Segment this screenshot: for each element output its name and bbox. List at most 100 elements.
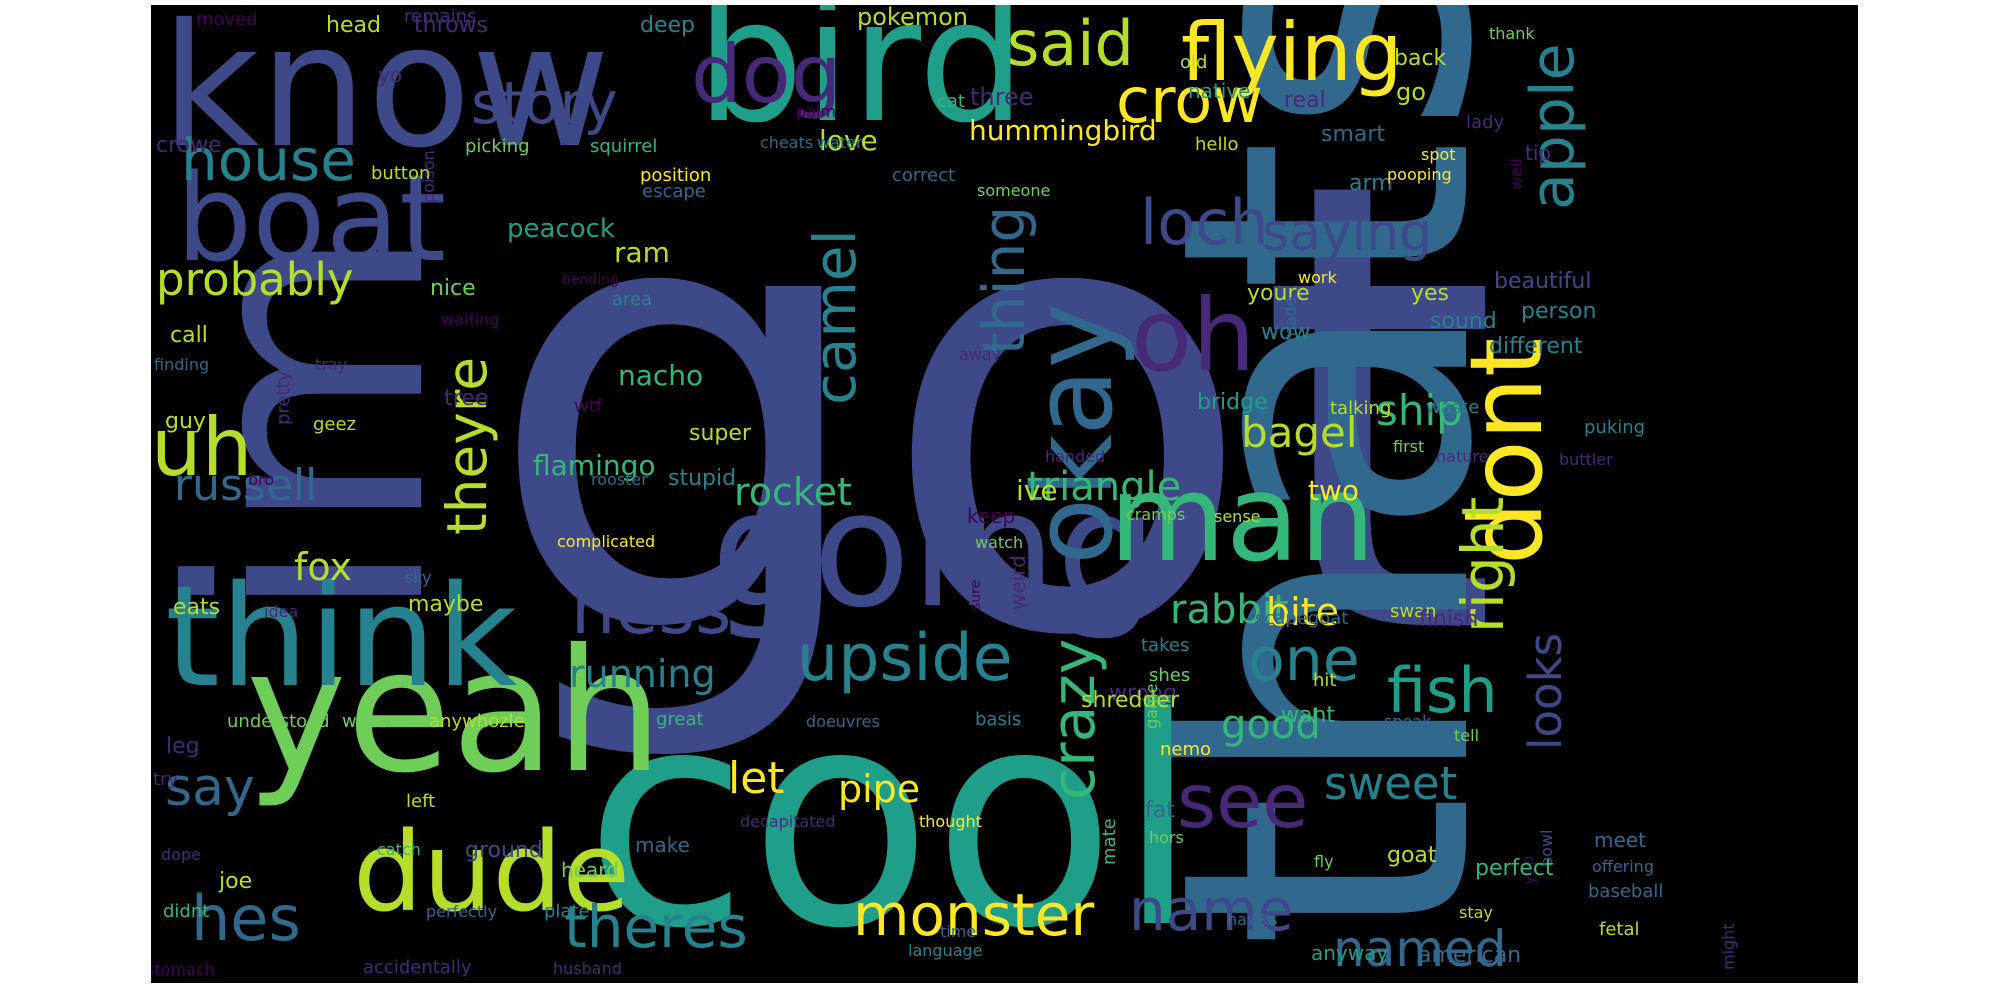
word-nice: nice: [430, 276, 476, 301]
word-bridge: bridge: [1197, 390, 1268, 415]
word-baseball: baseball: [1588, 881, 1663, 902]
word-waste: waste: [1426, 397, 1479, 418]
word-wtf: wtf: [574, 396, 603, 417]
word-moved: moved: [196, 9, 258, 30]
word-joe: joe: [218, 869, 252, 894]
word-mate: mate: [1099, 818, 1120, 865]
word-stuff: stuff: [1411, 336, 1452, 357]
word-yeah: yeah: [246, 613, 663, 811]
word-tell: tell: [1454, 726, 1479, 745]
word-wrong: wrong: [1109, 681, 1177, 706]
word-sweet: sweet: [1324, 757, 1457, 810]
word-heard: heard: [561, 858, 619, 882]
word-american: american: [1418, 943, 1521, 968]
word-one: one: [1248, 625, 1360, 695]
word-remains: remains: [404, 6, 476, 27]
word-eats: eats: [173, 595, 220, 620]
word-wow: wow: [1261, 320, 1310, 345]
word-fly: fly: [1314, 852, 1334, 871]
word-flamingo: flamingo: [533, 449, 656, 482]
word-great: great: [656, 709, 704, 730]
word-youre: youre: [1247, 281, 1310, 306]
word-bowl: bowl: [1537, 830, 1556, 867]
word-waiting: waiting: [441, 310, 499, 329]
word-dog: dog: [691, 28, 842, 121]
word-tree: tree: [444, 386, 488, 411]
word-made: made: [1281, 297, 1300, 342]
word-stupid: stupid: [668, 466, 736, 491]
word-apple: apple: [1518, 43, 1588, 210]
word-uh: uh: [151, 401, 252, 494]
word-area: area: [612, 289, 652, 310]
word-handed: handed: [1045, 447, 1105, 466]
word-language: language: [908, 941, 983, 960]
word-didnt: didnt: [163, 901, 209, 922]
word-weird: weird: [1006, 555, 1030, 610]
word-super: super: [689, 421, 752, 446]
word-geez: geez: [313, 414, 356, 435]
word-fetal: fetal: [1599, 919, 1640, 940]
word-lady: lady: [1466, 112, 1504, 133]
word-time: time: [940, 922, 976, 941]
word-hummingbird: hummingbird: [969, 114, 1157, 147]
word-theres: theres: [564, 893, 748, 961]
word-sense: sense: [1214, 507, 1261, 526]
word-camel: camel: [801, 229, 869, 405]
word-monster: monster: [853, 881, 1094, 949]
word-saying: saying: [1262, 203, 1432, 263]
word-anywhozle: anywhozle: [429, 711, 525, 732]
word-hes: hes: [191, 882, 301, 955]
word-ship: ship: [1376, 386, 1463, 435]
word-idea: idea: [264, 602, 298, 621]
word-call: call: [170, 323, 208, 348]
word-spot: spot: [1421, 145, 1456, 164]
word-beautiful: beautiful: [1494, 269, 1591, 294]
word-finding: finding: [154, 355, 209, 374]
word-watch: watch: [975, 533, 1023, 552]
word-leg: leg: [166, 734, 200, 759]
word-stay: stay: [1459, 903, 1493, 922]
word-thats: thats: [1096, 5, 1561, 950]
word-stomach: stomach: [151, 960, 215, 979]
word-button: button: [371, 163, 430, 184]
word-talking: talking: [1330, 398, 1391, 419]
word-bending: bending: [562, 272, 619, 288]
word-anyway: anyway: [1311, 941, 1388, 965]
word-im: im: [151, 224, 497, 625]
word-offering: offering: [1592, 857, 1654, 876]
word-escape: escape: [642, 181, 706, 202]
word-want: want: [1281, 703, 1335, 728]
word-good: good: [1221, 702, 1321, 748]
word-well: well: [1507, 158, 1526, 190]
word-finish: finish: [1419, 607, 1478, 632]
word-say: say: [165, 758, 255, 818]
word-pipe: pipe: [838, 767, 920, 811]
word-crazy: crazy: [1039, 639, 1109, 800]
word-flying: flying: [1181, 6, 1402, 99]
word-meet: meet: [1594, 828, 1646, 852]
word-dope: dope: [161, 845, 201, 864]
word-perfect: perfect: [1475, 856, 1554, 881]
word-fish: fish: [1387, 654, 1498, 727]
word-hello: hello: [1195, 134, 1239, 155]
word-two: two: [1308, 474, 1359, 507]
word-pokemon: pokemon: [857, 5, 968, 31]
word-basis: basis: [975, 709, 1021, 730]
word-yes: yes: [1411, 281, 1449, 306]
word-position: position: [640, 165, 711, 186]
word-complicated: complicated: [557, 532, 655, 551]
word-cloud-canvas: got thats cool im know bird yeah think going man b…: [151, 5, 1858, 983]
word-correct: correct: [892, 165, 955, 186]
word-swan: swan: [1390, 601, 1437, 622]
word-peacock: peacock: [507, 214, 615, 244]
word-doeuvres: doeuvres: [806, 712, 880, 731]
word-maybe: maybe: [408, 592, 483, 617]
word-looks: looks: [1519, 633, 1572, 750]
word-arm: arm: [1349, 171, 1393, 196]
word-let: let: [728, 753, 785, 804]
word-work: work: [1298, 268, 1337, 287]
word-theyre: theyre: [435, 357, 499, 535]
word-go: go: [1396, 78, 1426, 106]
word-bird: bird: [696, 5, 1026, 161]
word-triangle: triangle: [1027, 464, 1181, 510]
